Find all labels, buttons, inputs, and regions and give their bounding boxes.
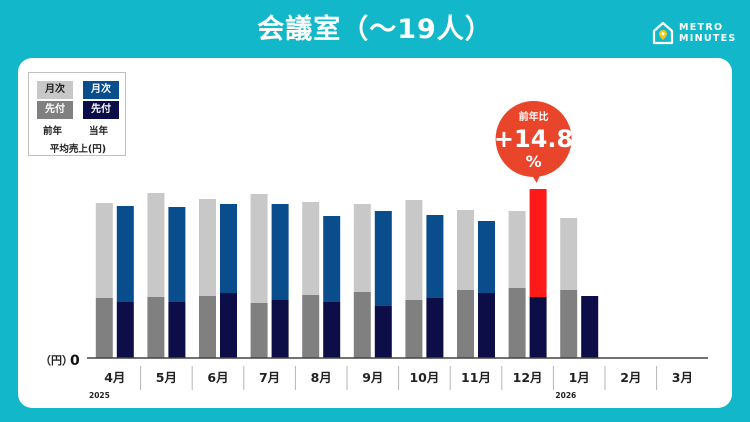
year-label: 2025: [89, 391, 110, 400]
bar-prev-advance: [508, 288, 526, 358]
bar-prev-advance: [405, 300, 423, 358]
bar-prev-monthly: [199, 199, 216, 296]
bar-prev-advance: [250, 303, 268, 358]
legend-subtitle: 平均売上(円): [49, 144, 107, 155]
bar-curr-advance: [529, 297, 547, 358]
callout-value: +14.8: [494, 125, 573, 153]
bar-prev-monthly: [250, 194, 268, 303]
x-tick-label: 4月: [104, 370, 125, 385]
legend-curr-advance: 先付: [83, 101, 119, 119]
x-tick-label: 11月: [461, 370, 491, 385]
bar-curr-advance: [168, 302, 186, 358]
bar-prev-monthly: [457, 210, 474, 290]
bar-prev-advance: [560, 290, 578, 358]
legend-prev-advance: 先付: [37, 101, 73, 119]
legend-curr-monthly: 月次: [83, 81, 119, 99]
bar-curr-monthly: [116, 206, 134, 302]
bar-curr-monthly: [220, 204, 237, 293]
x-tick-label: 12月: [513, 370, 543, 385]
bar-prev-monthly: [560, 218, 578, 290]
bar-curr-advance: [271, 300, 289, 358]
bar-curr-advance: [220, 293, 237, 358]
x-tick-label: 3月: [672, 370, 693, 385]
bar-curr-advance: [478, 293, 495, 358]
legend-prev-monthly: 月次: [37, 81, 73, 99]
bar-prev-advance: [95, 298, 113, 358]
logo-text: METRO MINUTES: [679, 22, 737, 44]
bar-curr-monthly: [168, 207, 186, 302]
x-tick-label: 6月: [207, 370, 228, 385]
year-label: 2026: [555, 391, 576, 400]
page-title: 会議室（〜19人）: [257, 14, 493, 45]
bar-prev-monthly: [508, 211, 526, 288]
x-tick-label: 8月: [311, 370, 332, 385]
callout-unit: %: [526, 152, 542, 171]
legend-prev-caption: 前年: [43, 126, 63, 137]
bar-prev-advance: [147, 297, 165, 358]
bar-curr-monthly: [374, 211, 392, 306]
bar-prev-advance: [302, 295, 320, 358]
bar-curr-monthly: [426, 215, 444, 298]
x-tick-label: 9月: [362, 370, 383, 385]
x-tick-label: 10月: [409, 370, 439, 385]
callout-bubble: [495, 101, 572, 177]
bar-curr-monthly: [529, 189, 547, 297]
x-tick-label: 1月: [569, 370, 590, 385]
bar-prev-monthly: [302, 202, 320, 295]
bar-curr-advance: [116, 302, 134, 358]
map-pin-house-icon: [652, 21, 674, 45]
y-tick-label: 0: [70, 353, 80, 369]
y-axis-label: （円）: [40, 354, 73, 367]
callout-label: 前年比: [519, 110, 549, 123]
x-tick-label: 7月: [259, 370, 280, 385]
logo: METRO MINUTES: [652, 18, 744, 48]
bar-curr-advance: [426, 298, 444, 358]
chart-legend: 月次 先付 月次 先付 前年 当年 平均売上(円): [28, 72, 126, 156]
bar-prev-advance: [353, 292, 371, 358]
bar-prev-advance: [199, 296, 216, 358]
bar-prev-monthly: [147, 193, 165, 297]
x-tick-label: 5月: [156, 370, 177, 385]
logo-line-1: METRO: [679, 22, 724, 33]
bar-prev-advance: [457, 290, 474, 358]
bar-curr-advance: [323, 302, 341, 358]
bar-curr-advance: [581, 296, 599, 358]
bar-curr-monthly: [271, 204, 289, 300]
bar-prev-monthly: [353, 204, 371, 292]
bar-curr-advance: [374, 306, 392, 358]
x-tick-label: 2月: [620, 370, 641, 385]
bar-curr-monthly: [478, 221, 495, 293]
legend-curr-caption: 当年: [89, 126, 109, 137]
logo-line-2: MINUTES: [679, 33, 737, 44]
bar-curr-monthly: [323, 216, 341, 302]
bar-prev-monthly: [405, 200, 423, 300]
bar-prev-monthly: [95, 203, 113, 298]
